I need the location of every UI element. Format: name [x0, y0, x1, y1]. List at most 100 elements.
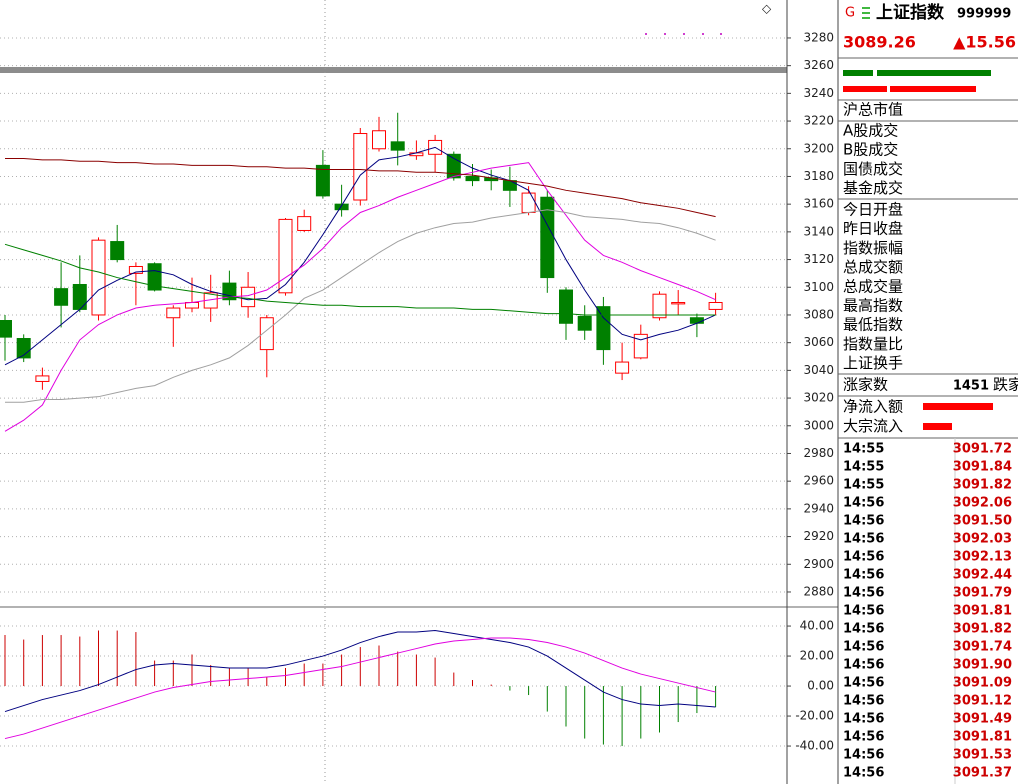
y-tick-label: 3180: [803, 169, 834, 183]
tick-price: 3091.72: [953, 442, 1012, 457]
candle-body: [0, 320, 12, 338]
candle-body: [689, 317, 704, 324]
y-tick-label: 2960: [803, 474, 834, 488]
tick-price: 3091.81: [953, 604, 1012, 619]
icon[interactable]: ◇: [762, 2, 772, 16]
ma-line: [4, 630, 716, 713]
tick-time: 14:56: [843, 568, 884, 583]
index-name: 上证指数: [876, 2, 945, 23]
tick-price: 3092.44: [953, 568, 1012, 583]
tick-time: 14:56: [843, 604, 884, 619]
candle-body: [521, 192, 536, 213]
tick-price: 3091.81: [953, 730, 1012, 745]
candle-body: [54, 288, 69, 306]
candle-body: [334, 203, 349, 211]
tick-time: 14:56: [843, 730, 884, 745]
decliners-label: 跌家: [993, 376, 1018, 394]
candle-body: [315, 164, 330, 197]
candle-body: [72, 283, 87, 310]
field-label: 基金成交: [843, 179, 903, 197]
field-label: 指数量比: [843, 335, 903, 353]
tick-price: 3091.49: [953, 712, 1012, 727]
y-tick-label: 40.00: [800, 619, 834, 633]
y-tick-label: 3240: [803, 86, 834, 100]
candle-body: [559, 289, 573, 324]
candle-body: [615, 361, 630, 374]
candle-body: [35, 375, 50, 382]
candle-body: [652, 293, 667, 319]
flag: G: [845, 6, 855, 21]
field-label: 最高指数: [843, 297, 903, 315]
ma-line: [4, 146, 716, 366]
tick-time: 14:56: [843, 514, 884, 529]
price: 3089.26: [843, 33, 916, 52]
y-tick-label: 3120: [803, 252, 834, 266]
candle-body: [297, 216, 312, 231]
field-label: 今日开盘: [843, 201, 903, 219]
candle-body: [596, 306, 611, 351]
y-tick-label: 3200: [803, 141, 834, 155]
candle-body: [259, 317, 274, 351]
candle-body: [91, 239, 106, 316]
tick-time: 14:55: [843, 478, 884, 493]
y-tick-label: 2880: [803, 584, 834, 598]
field-label: 总成交量: [843, 277, 903, 295]
strength-bar: [843, 70, 873, 76]
tick-price: 3091.09: [953, 676, 1012, 691]
candle-body: [372, 130, 386, 150]
index-code: 999999: [957, 7, 1011, 22]
candle-body: [222, 282, 237, 301]
tick-time: 14:56: [843, 712, 884, 727]
y-tick-label: 3160: [803, 197, 834, 211]
ma-line: [4, 637, 716, 740]
y-tick-label: 3000: [803, 418, 834, 432]
y-tick-label: 2900: [803, 557, 834, 571]
tick-price: 3091.12: [953, 694, 1012, 709]
flow-label: 净流入额: [843, 398, 903, 416]
candle-body: [110, 241, 125, 261]
candle-body: [671, 302, 686, 305]
candle-body: [708, 302, 723, 310]
y-tick-label: 3140: [803, 224, 834, 238]
ma-line: [4, 162, 716, 432]
candle-body: [390, 141, 405, 151]
tick-price: 3092.13: [953, 550, 1012, 565]
tick-time: 14:56: [843, 640, 884, 655]
ma-line: [4, 243, 716, 316]
candle-body: [166, 307, 181, 319]
tick-time: 14:55: [843, 442, 884, 457]
tick-time: 14:56: [843, 658, 884, 673]
y-tick-label: 3280: [803, 30, 834, 44]
strength-bar: [843, 86, 887, 92]
tick-time: 14:56: [843, 766, 884, 781]
tick-time: 14:56: [843, 550, 884, 565]
strength-bar: [890, 86, 976, 92]
tick-time: 14:56: [843, 586, 884, 601]
strength-bar: [877, 70, 991, 76]
y-tick-label: 3220: [803, 114, 834, 128]
candle-body: [577, 315, 592, 331]
menu-icon[interactable]: [862, 7, 870, 19]
flow-bar: [923, 403, 993, 410]
flow-label: 大宗流入: [843, 417, 903, 435]
candle-body: [633, 333, 648, 359]
field-label: 最低指数: [843, 316, 903, 334]
field-label: 昨日收盘: [843, 220, 903, 238]
y-tick-label: 2940: [803, 501, 834, 515]
field-label: B股成交: [843, 141, 898, 159]
y-tick-label: 3260: [803, 58, 834, 72]
tick-price: 3091.82: [953, 622, 1012, 637]
y-tick-label: 2920: [803, 529, 834, 543]
y-tick-label: 2980: [803, 446, 834, 460]
candle-body: [147, 263, 162, 291]
y-tick-label: 3100: [803, 280, 834, 294]
candle-body: [241, 286, 256, 308]
tick-price: 3092.03: [953, 532, 1012, 547]
y-tick-label: 3060: [803, 335, 834, 349]
tick-time: 14:56: [843, 532, 884, 547]
tick-price: 3091.53: [953, 748, 1012, 763]
tick-price: 3091.37: [953, 766, 1012, 781]
tick-price: 3091.84: [953, 460, 1012, 475]
candle-body: [353, 133, 368, 201]
